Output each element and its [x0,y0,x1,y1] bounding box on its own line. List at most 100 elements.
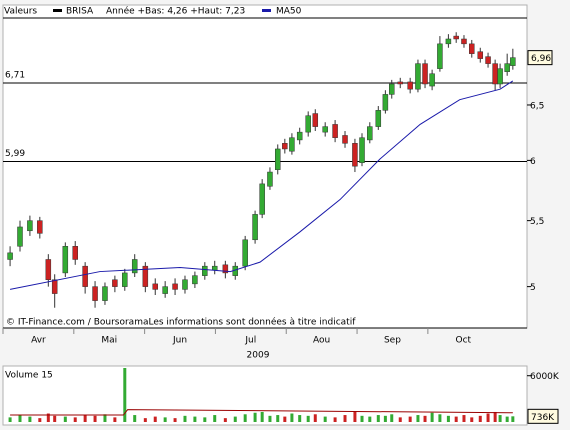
candle-body [289,137,295,152]
volume-bar [423,415,427,422]
volume-bar [493,411,497,422]
candle-body [131,259,138,274]
volume-bar [63,416,67,422]
volume-bar [83,415,87,422]
candle-body [192,275,198,285]
candle-body [437,43,443,69]
candle-body [367,126,373,141]
candle-body [37,220,43,234]
candle-body [242,239,248,267]
candle-body [305,115,311,133]
volume-bar [153,416,157,422]
candle-body [445,38,452,45]
candle-body [382,94,389,111]
candle-body [45,259,52,280]
y-tick-label: 6,5 [530,101,544,111]
volume-bar [368,416,372,422]
x-tick-label: Jul [244,336,256,346]
volume-bar [183,415,187,422]
x-tick-label: Sep [384,336,401,346]
legend-swatch [262,9,271,12]
candle-body [342,135,348,144]
candle-body [211,265,218,271]
candle-body [112,279,118,287]
volume-bar [298,415,302,422]
candle-body [92,286,98,301]
volume-bar [193,416,197,422]
candle-body [352,143,358,167]
candle-body [62,246,69,274]
volume-bar [163,417,167,422]
volume-bar [283,416,287,422]
volume-bar [260,411,264,422]
volume-bar [306,415,310,422]
volume-bar [38,418,42,422]
candle-body [27,220,33,232]
candle-body [222,264,229,274]
x-tick-label: Jun [172,336,187,346]
candle-body [102,286,108,301]
last-value-label: 736K [531,413,555,423]
volume-bar [103,414,107,422]
volume-bar [233,416,237,422]
volume-bar [173,418,177,422]
y-tick-label: 6 [530,157,536,167]
candle-body [259,183,265,215]
candle-body [282,143,288,150]
volume-bar [333,417,337,422]
candle-body [397,81,403,85]
volume-bar [408,416,412,422]
candle-body [182,279,188,290]
volume-bar [113,417,117,422]
volume-bar [28,416,32,422]
volume-ma-line [10,409,513,416]
candle-body [422,63,428,85]
x-tick-label: Avr [31,336,46,346]
candle-body [375,110,382,127]
volume-bar [446,415,450,422]
volume-bar [376,415,380,422]
y-tick-label: 5 [530,283,536,293]
y-tick-label: 6000K [530,372,560,382]
volume-bar [430,412,434,422]
volume-bar [143,418,147,422]
volume-bar [253,412,257,422]
candle-body [172,283,178,290]
x-tick-label: Mai [101,336,117,346]
volume-bar [438,414,442,422]
candle-body [152,283,158,290]
volume-bar [290,413,294,422]
candle-body [122,272,128,287]
volume-bar [390,414,394,422]
candle-body [7,252,13,260]
volume-title: Volume 15 [5,371,53,381]
header-label: Valeurs [4,7,37,17]
x-label: 2009 [247,351,270,361]
candle-body [202,265,208,276]
x-tick-label: Oct [455,336,471,346]
price-panel [2,4,528,329]
ma-line [9,80,514,290]
last-value-box [527,50,553,66]
legend-label: BRISA [66,7,94,17]
candle-body [51,279,58,294]
candle-body [296,131,303,141]
candle-body [477,51,484,59]
volume-bar [383,415,387,422]
volume-bar [46,413,50,422]
volume-bar [454,416,458,422]
volume-bar [313,414,317,422]
volume-bar [123,368,127,422]
candle-body [429,73,435,87]
candle-body [252,214,258,241]
volume-bar [486,413,490,422]
candle-body [485,56,491,64]
candle-body [274,148,281,170]
volume-bar [360,415,364,422]
candle-body [322,126,328,133]
volume-bar [398,417,402,422]
volume-bar [416,415,420,422]
candle-body [389,83,395,95]
candle-body [267,171,273,187]
